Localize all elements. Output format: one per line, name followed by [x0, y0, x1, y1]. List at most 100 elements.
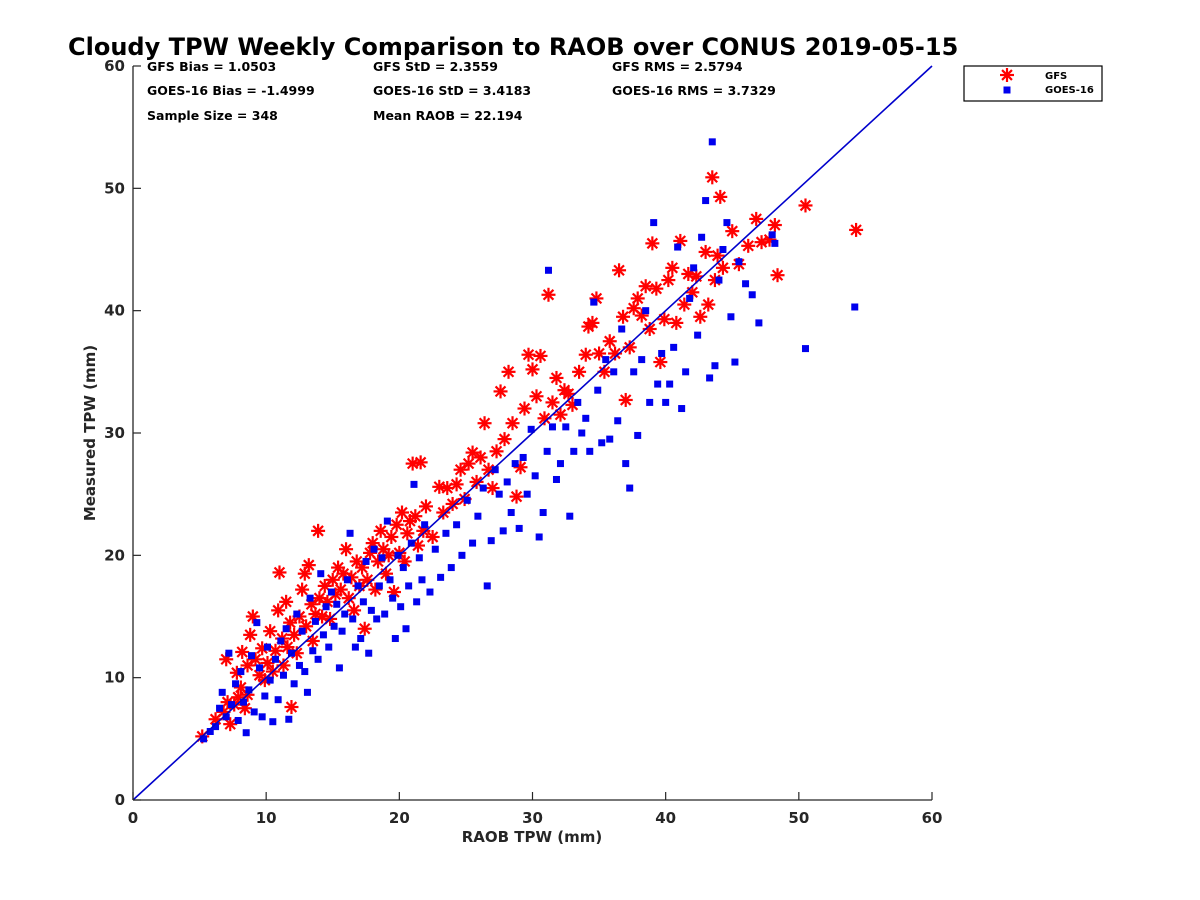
gfs-point [517, 401, 532, 416]
gfs-point [545, 395, 560, 410]
x-tick-label: 0 [128, 809, 138, 827]
x-tick-label: 30 [522, 809, 543, 827]
gfs-point [553, 407, 568, 422]
goes16-point [258, 713, 266, 721]
goes16-point [282, 625, 290, 633]
goes16-point [578, 429, 586, 437]
goes16-point [715, 276, 723, 284]
gfs-point [279, 594, 294, 609]
gfs-point [405, 456, 420, 471]
gfs-point [477, 416, 492, 431]
goes16-point [343, 576, 351, 584]
gfs-point [669, 315, 684, 330]
goes16-point [319, 631, 327, 639]
goes16-point [354, 582, 362, 590]
goes16-point [642, 307, 650, 315]
goes16-point [327, 588, 335, 596]
goes16-point [256, 664, 264, 672]
goes16-point [426, 588, 434, 596]
goes16-point [702, 197, 710, 205]
gfs-point [271, 603, 286, 618]
legend-box [963, 65, 1103, 102]
gfs-point [223, 717, 238, 732]
goes16-point [237, 668, 245, 676]
gfs-point [389, 517, 404, 532]
goes16-point [670, 343, 678, 351]
goes16-point [735, 258, 743, 266]
gfs-point [445, 496, 460, 511]
gfs-point [585, 315, 600, 330]
goes16-point [614, 417, 622, 425]
gfs-point [408, 509, 423, 524]
gfs-point [602, 334, 617, 349]
gfs-point [798, 198, 813, 213]
goes16-point [495, 490, 503, 498]
gfs-point [373, 523, 388, 538]
goes16-point [389, 594, 397, 602]
gfs-point [400, 526, 415, 541]
goes16-point [698, 233, 706, 241]
goes16-point [309, 647, 317, 655]
gfs-point [770, 268, 785, 283]
goes16-point [511, 460, 519, 468]
goes16-point [240, 698, 248, 706]
gfs-point [689, 269, 704, 284]
gfs-point [533, 348, 548, 363]
goes16-point [261, 692, 269, 700]
goes16-point [359, 598, 367, 606]
goes16-point [295, 661, 303, 669]
gfs-point [371, 554, 386, 569]
goes16-point [674, 243, 682, 251]
stat-gfs-rms: GFS RMS = 2.5794 [612, 59, 743, 74]
gfs-point [489, 444, 504, 459]
goes16-point [290, 680, 298, 688]
gfs-point [501, 364, 516, 379]
gfs-point [272, 565, 287, 580]
gfs-point [630, 291, 645, 306]
goes16-point [222, 713, 230, 721]
goes16-point [690, 264, 698, 272]
x-axis-label: RAOB TPW (mm) [462, 828, 603, 846]
goes16-point [711, 362, 719, 370]
gfs-point [263, 624, 278, 639]
x-tick-label: 40 [655, 809, 676, 827]
goes16-point [463, 496, 471, 504]
gfs-point [525, 362, 540, 377]
goes16-point [666, 380, 674, 388]
goes16-point [483, 582, 491, 590]
gfs-point [325, 572, 340, 587]
gfs-point [767, 218, 782, 233]
gfs-point [649, 281, 664, 296]
gfs-point [311, 523, 326, 538]
goes16-point [394, 551, 402, 559]
goes16-point [285, 715, 293, 723]
goes16-point [678, 405, 686, 413]
gfs-point [299, 619, 314, 634]
goes16-point [301, 668, 309, 676]
goes16-point [365, 649, 373, 657]
goes16-point [570, 447, 578, 455]
goes16-point [225, 649, 233, 657]
goes16-point [263, 643, 271, 651]
stat-goes-bias: GOES-16 Bias = -1.4999 [147, 83, 315, 98]
goes16-point [274, 696, 282, 704]
goes16-point [552, 475, 560, 483]
gfs-point [725, 224, 740, 239]
goes16-point [662, 398, 670, 406]
goes16-point [515, 524, 523, 532]
stat-goes-rms: GOES-16 RMS = 3.7329 [612, 83, 776, 98]
goes16-point [602, 356, 610, 364]
goes16-point [317, 570, 325, 578]
goes16-point [527, 425, 535, 433]
goes16-point [362, 557, 370, 565]
goes16-point [351, 643, 359, 651]
goes16-point [748, 291, 756, 299]
goes16-point [335, 664, 343, 672]
goes16-point [378, 554, 386, 562]
goes16-point [370, 545, 378, 553]
goes16-point [507, 509, 515, 517]
gfs-point [645, 236, 660, 251]
goes16-point [594, 386, 602, 394]
legend-gfs-symbol [1000, 68, 1014, 82]
goes16-point [279, 671, 287, 679]
